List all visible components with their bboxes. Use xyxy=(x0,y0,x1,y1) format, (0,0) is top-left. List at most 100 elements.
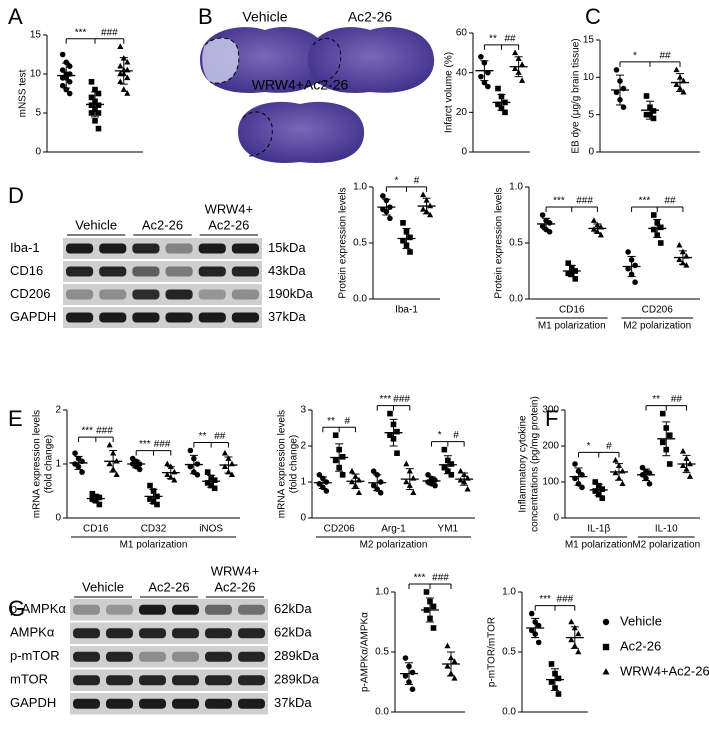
data-point xyxy=(579,484,585,491)
blot-band xyxy=(172,675,199,686)
sig-label: * xyxy=(394,175,398,186)
sig-label: ** xyxy=(199,431,207,442)
data-point xyxy=(154,501,160,508)
data-point xyxy=(204,469,211,475)
data-point xyxy=(403,460,410,467)
data-point xyxy=(400,237,406,244)
data-point xyxy=(592,488,599,494)
data-point xyxy=(117,78,124,85)
sig-label: ### xyxy=(393,394,410,405)
data-point xyxy=(592,479,599,485)
data-point xyxy=(683,262,690,268)
data-point xyxy=(448,461,455,467)
data-point xyxy=(124,90,131,96)
blot-band xyxy=(66,312,94,323)
data-point xyxy=(204,480,211,486)
legend-label: WRW4+Ac2-26 xyxy=(620,663,709,678)
data-point xyxy=(420,206,427,212)
data-point xyxy=(528,627,535,634)
y-tick-label: 100 xyxy=(542,477,559,488)
y-axis-label: mRNA expression levels xyxy=(32,410,43,518)
data-point xyxy=(348,467,356,474)
blot-band xyxy=(139,628,166,639)
data-point xyxy=(657,224,664,231)
data-point xyxy=(409,669,416,676)
data-point xyxy=(63,59,69,66)
data-point xyxy=(676,256,683,263)
brain-label: Vehicle xyxy=(242,9,287,25)
blot-band xyxy=(132,312,160,323)
data-point xyxy=(495,101,501,108)
blot-band xyxy=(139,675,166,686)
data-point xyxy=(565,260,572,266)
data-point xyxy=(539,212,546,218)
data-point xyxy=(599,486,606,492)
blot-band xyxy=(238,628,265,639)
sig-label: ### xyxy=(96,426,113,437)
data-point xyxy=(95,102,102,108)
data-point xyxy=(88,102,95,108)
y-tick-label: 0 xyxy=(553,513,559,524)
blot-size-label: 43kDa xyxy=(268,263,306,278)
blot-band xyxy=(73,628,100,639)
data-point xyxy=(646,481,653,487)
y-tick-label: 0 xyxy=(461,147,467,158)
blot-band xyxy=(165,312,193,323)
blot-group-label: Ac2-26 xyxy=(214,579,255,594)
data-point xyxy=(407,249,413,255)
data-point xyxy=(548,679,555,685)
blot-strip xyxy=(70,646,268,668)
data-point xyxy=(377,490,384,496)
data-point xyxy=(632,262,638,269)
sig-label: ** xyxy=(489,33,497,44)
sig-label: *** xyxy=(639,196,651,207)
x-tick-label: CD16 xyxy=(559,305,585,316)
group-label: M2 polarization xyxy=(623,321,691,332)
data-point xyxy=(575,648,582,655)
blot-band xyxy=(139,698,166,709)
sig-label: ## xyxy=(665,196,677,207)
blot-band xyxy=(172,651,199,662)
blot-size-label: 289kDa xyxy=(274,672,320,687)
data-point xyxy=(147,496,153,502)
y-tick-label: 10 xyxy=(30,69,42,80)
blot-band xyxy=(99,289,127,300)
x-tick-label: IL-10 xyxy=(655,524,678,535)
blot-group-label: Ac2-26 xyxy=(148,579,189,594)
data-point xyxy=(221,463,229,469)
y-tick-label: 5 xyxy=(588,109,594,120)
data-point xyxy=(679,448,687,454)
data-point xyxy=(380,193,386,199)
y-axis-label: p-mTOR/mTOR xyxy=(487,617,498,687)
data-point xyxy=(519,61,526,67)
data-point xyxy=(355,489,363,496)
data-point xyxy=(66,63,73,69)
sig-label: *** xyxy=(414,573,426,584)
blot-band xyxy=(106,651,133,662)
data-point xyxy=(211,485,218,492)
data-point xyxy=(92,118,98,124)
data-point xyxy=(164,460,171,467)
data-point xyxy=(211,477,218,483)
blot-group-label: Vehicle xyxy=(75,217,117,232)
blot-band xyxy=(172,604,199,615)
data-point xyxy=(394,450,400,456)
y-axis-label: Protein expression levels xyxy=(338,187,349,298)
data-point xyxy=(370,482,377,489)
data-point xyxy=(92,86,98,93)
data-point xyxy=(565,270,572,277)
blot-band xyxy=(231,312,259,323)
legend-marker xyxy=(602,643,610,651)
data-point xyxy=(659,410,666,417)
data-point xyxy=(548,661,555,667)
data-point xyxy=(95,90,102,97)
y-tick-label: 60 xyxy=(456,28,468,39)
group-label: M2 polarization xyxy=(360,540,428,551)
y-tick-label: 0.0 xyxy=(353,294,367,305)
data-point xyxy=(106,441,113,448)
blot-size-label: 37kDa xyxy=(268,309,306,324)
y-tick-label: 200 xyxy=(542,441,559,452)
y-axis-label: (fold change) xyxy=(44,435,55,493)
